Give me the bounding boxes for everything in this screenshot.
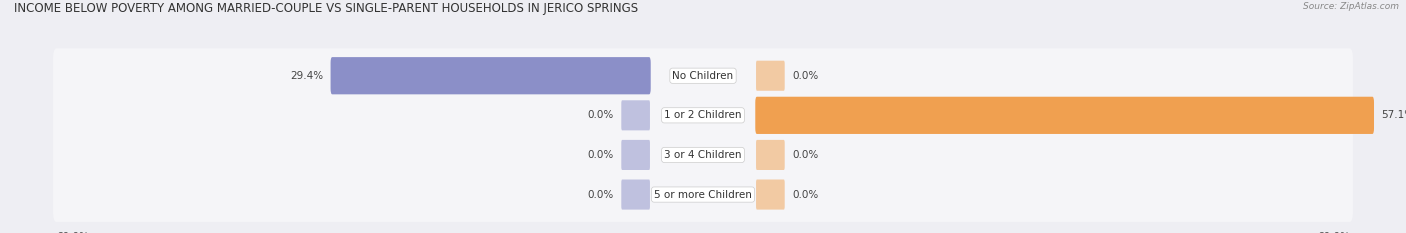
Text: 0.0%: 0.0% <box>588 110 613 120</box>
Text: 60.0%: 60.0% <box>56 232 89 233</box>
FancyBboxPatch shape <box>756 61 785 91</box>
Text: 60.0%: 60.0% <box>1317 232 1350 233</box>
FancyBboxPatch shape <box>53 88 1353 143</box>
FancyBboxPatch shape <box>621 140 650 170</box>
Text: 0.0%: 0.0% <box>588 190 613 199</box>
Text: Source: ZipAtlas.com: Source: ZipAtlas.com <box>1303 2 1399 11</box>
Text: 57.1%: 57.1% <box>1381 110 1406 120</box>
Text: 0.0%: 0.0% <box>588 150 613 160</box>
Text: 0.0%: 0.0% <box>793 190 818 199</box>
Text: 0.0%: 0.0% <box>793 71 818 81</box>
FancyBboxPatch shape <box>53 48 1353 103</box>
FancyBboxPatch shape <box>755 97 1374 134</box>
Text: 3 or 4 Children: 3 or 4 Children <box>664 150 742 160</box>
FancyBboxPatch shape <box>621 100 650 130</box>
FancyBboxPatch shape <box>330 57 651 94</box>
Text: INCOME BELOW POVERTY AMONG MARRIED-COUPLE VS SINGLE-PARENT HOUSEHOLDS IN JERICO : INCOME BELOW POVERTY AMONG MARRIED-COUPL… <box>14 2 638 15</box>
Text: 29.4%: 29.4% <box>291 71 323 81</box>
FancyBboxPatch shape <box>621 179 650 210</box>
FancyBboxPatch shape <box>756 140 785 170</box>
FancyBboxPatch shape <box>756 179 785 210</box>
Text: 0.0%: 0.0% <box>793 150 818 160</box>
Text: 1 or 2 Children: 1 or 2 Children <box>664 110 742 120</box>
FancyBboxPatch shape <box>53 167 1353 222</box>
Text: 5 or more Children: 5 or more Children <box>654 190 752 199</box>
Text: No Children: No Children <box>672 71 734 81</box>
FancyBboxPatch shape <box>53 128 1353 182</box>
